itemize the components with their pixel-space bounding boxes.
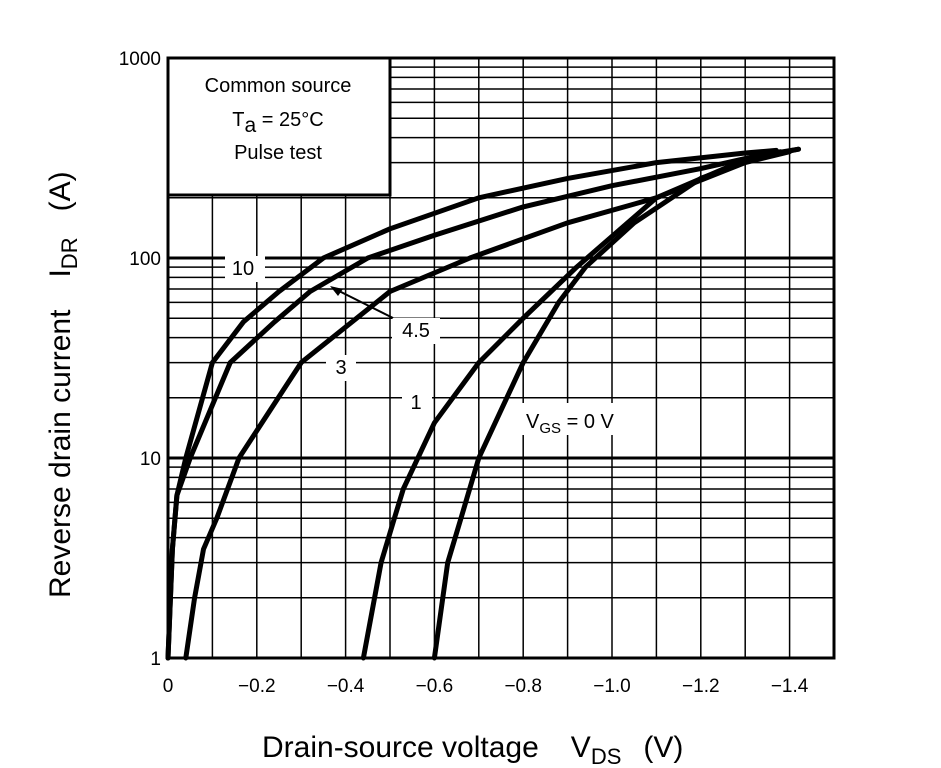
info-line-3: Pulse test	[234, 142, 322, 164]
info-line-2: Ta = 25°C	[232, 109, 323, 137]
x-tick-label: −0.6	[416, 676, 454, 697]
series-line-4	[360, 146, 801, 661]
plot-frame	[166, 56, 836, 660]
curve-label-4-5: 4.5	[402, 320, 430, 342]
info-box	[166, 56, 392, 197]
y-tick-label: 10	[140, 449, 161, 470]
x-tick-label: −0.2	[238, 676, 276, 697]
chart-series	[165, 146, 801, 661]
info-ta-value: = 25°C	[256, 109, 323, 131]
info-line-1: Common source	[205, 75, 352, 97]
x-tick-label: −1.2	[682, 676, 720, 697]
series-line-1	[165, 147, 779, 661]
y-tick-label: 100	[129, 249, 161, 270]
y-axis-title: Reverse drain currentIDR(A)	[44, 171, 82, 598]
x-axis-title: Drain-source voltage VDS (V)	[262, 731, 683, 768]
curve-label-1: 1	[410, 392, 421, 414]
info-ta-symbol: T	[232, 109, 244, 131]
chart-ticks: 0 −0.2 −0.4 −0.6 −0.8 −1.0 −1.2 −1.4 1 10 100 1000	[119, 49, 809, 697]
x-tick-label: −1.4	[771, 676, 809, 697]
curve-label-10: 10	[232, 258, 254, 280]
curve-label-vgs: VGS = 0 V	[526, 411, 615, 437]
y-tick-label: 1000	[119, 49, 161, 70]
series-line-3	[183, 149, 793, 661]
info-ta-subscript: a	[245, 114, 257, 137]
series-line-5	[431, 146, 801, 661]
x-tick-label: −0.4	[327, 676, 365, 697]
x-tick-label: 0	[163, 676, 174, 697]
x-tick-label: −0.8	[504, 676, 542, 697]
leader-arrowhead	[330, 286, 343, 296]
curve-label-3: 3	[335, 357, 346, 379]
y-tick-label: 1	[150, 649, 161, 670]
curve-label-4-5-leader	[334, 288, 394, 319]
x-tick-label: −1.0	[593, 676, 631, 697]
series-line-2	[165, 149, 784, 661]
